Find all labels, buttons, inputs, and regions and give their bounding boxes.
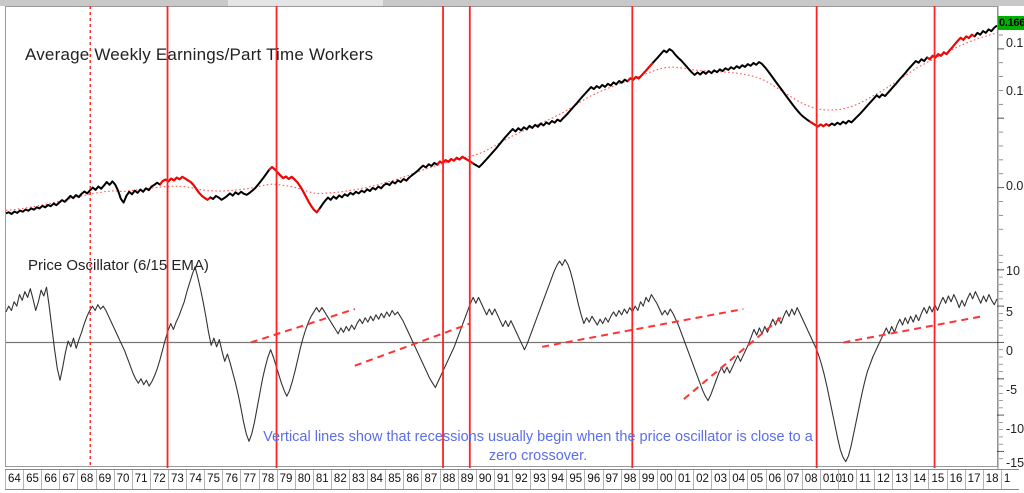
x-axis-tick-75[interactable]: 75 <box>204 470 222 489</box>
oscillator-panel-title: Price Oscillator (6/15 EMA) <box>28 257 209 274</box>
x-axis-tick-66[interactable]: 66 <box>41 470 59 489</box>
oscillator-line <box>5 259 998 463</box>
x-axis-tick-81[interactable]: 81 <box>312 470 331 489</box>
x-axis-tick-71[interactable]: 71 <box>131 470 150 489</box>
y-axis-tick-label: 0.05 <box>1006 179 1024 193</box>
window-chrome-tab <box>228 0 383 6</box>
x-axis-tick-17[interactable]: 17 <box>964 470 983 489</box>
x-axis-tick-13[interactable]: 13 <box>892 470 910 489</box>
x-axis-tick-05[interactable]: 05 <box>747 470 765 489</box>
x-axis-tick-88[interactable]: 88 <box>439 470 458 489</box>
x-axis-tick-80[interactable]: 80 <box>294 470 313 489</box>
x-axis-tick-08[interactable]: 08 <box>801 470 820 489</box>
trendline-2 <box>354 322 471 367</box>
x-axis-tick-95[interactable]: 95 <box>566 470 584 489</box>
x-axis-tick-11[interactable]: 11 <box>856 470 874 489</box>
x-axis-tick-87[interactable]: 87 <box>421 470 439 489</box>
x-axis-tick-15[interactable]: 15 <box>928 470 946 489</box>
x-axis-tick-78[interactable]: 78 <box>258 470 277 489</box>
x-axis-tick-89[interactable]: 89 <box>457 470 476 489</box>
x-axis-tick-70[interactable]: 70 <box>113 470 132 489</box>
price-panel-title: Average Weekly Earnings/Part Time Worker… <box>25 45 374 64</box>
x-axis-tick-68[interactable]: 68 <box>77 470 95 489</box>
x-axis-tick-84[interactable]: 84 <box>367 470 385 489</box>
chart-annotation: Vertical lines show that recessions usua… <box>263 429 813 464</box>
x-axis-tick-76[interactable]: 76 <box>222 470 240 489</box>
y-axis-tick-label: 10 <box>1006 264 1020 278</box>
trendline-4 <box>683 316 782 400</box>
x-axis-tick-91[interactable]: 91 <box>493 470 512 489</box>
x-axis-tick-03[interactable]: 03 <box>711 470 729 489</box>
x-axis-label-row[interactable]: 64 65 66 67 68 69 70 71 72 73 74 75 76 77 78 79 80 81 82 83… <box>5 469 1019 490</box>
price-recession-segment-2 <box>268 166 321 214</box>
x-axis-tick-98[interactable]: 98 <box>620 470 639 489</box>
x-axis-tick-1[interactable]: 1 <box>1000 470 1019 489</box>
x-axis-tick-94[interactable]: 94 <box>548 470 566 489</box>
x-axis-tick-77[interactable]: 77 <box>240 470 258 489</box>
plot-frame <box>5 6 998 467</box>
y-axis-tick-label: -15 <box>1006 456 1024 470</box>
x-axis-tick-06[interactable]: 06 <box>765 470 784 489</box>
x-axis-tick-16[interactable]: 16 <box>946 470 965 489</box>
x-axis-tick-04[interactable]: 04 <box>729 470 747 489</box>
x-axis-tick-10[interactable]: 10 <box>837 470 856 489</box>
y-axis-tick-label: 0 <box>1006 344 1013 358</box>
y-axis-tick-label: 0.15 <box>1006 36 1024 50</box>
x-axis-tick-02[interactable]: 02 <box>693 470 711 489</box>
y-axis-tick-label: 0.10 <box>1006 84 1024 98</box>
x-axis-tick-14[interactable]: 14 <box>910 470 928 489</box>
x-axis-tick-93[interactable]: 93 <box>530 470 548 489</box>
x-axis-tick-97[interactable]: 97 <box>602 470 621 489</box>
x-axis-tick-69[interactable]: 69 <box>95 470 114 489</box>
x-axis-tick-96[interactable]: 96 <box>584 470 602 489</box>
y-axis-tick-label: -5 <box>1006 383 1018 397</box>
x-axis-tick-79[interactable]: 79 <box>276 470 295 489</box>
x-axis-tick-86[interactable]: 86 <box>403 470 421 489</box>
x-axis-tick-82[interactable]: 82 <box>330 470 349 489</box>
x-axis-tick-72[interactable]: 72 <box>149 470 168 489</box>
price-recession-segment-4 <box>626 62 654 82</box>
x-axis-tick-010[interactable]: 010 <box>819 470 842 489</box>
current-price-badge: 0.1668 <box>998 16 1024 30</box>
trendline-1 <box>250 308 356 344</box>
trendline-3 <box>541 308 744 348</box>
x-axis-tick-12[interactable]: 12 <box>874 470 892 489</box>
x-axis-tick-67[interactable]: 67 <box>59 470 77 489</box>
window-chrome-bar <box>0 0 1024 6</box>
x-axis-tick-18[interactable]: 18 <box>982 470 1001 489</box>
x-axis-tick-01[interactable]: 01 <box>674 470 693 489</box>
x-axis-tick-65[interactable]: 65 <box>23 470 41 489</box>
x-axis-tick-85[interactable]: 85 <box>385 470 403 489</box>
x-axis-tick-73[interactable]: 73 <box>167 470 186 489</box>
x-axis-tick-92[interactable]: 92 <box>512 470 530 489</box>
y-axis-tick-label: -10 <box>1006 422 1024 436</box>
y-axis-tick-label: 5 <box>1006 305 1013 319</box>
x-axis-tick-07[interactable]: 07 <box>783 470 802 489</box>
x-axis-tick-83[interactable]: 83 <box>349 470 367 489</box>
price-recession-segment-5 <box>808 120 830 128</box>
x-axis-tick-74[interactable]: 74 <box>186 470 204 489</box>
x-axis-tick-00[interactable]: 00 <box>656 470 675 489</box>
x-axis-tick-99[interactable]: 99 <box>638 470 657 489</box>
x-axis-tick-90[interactable]: 90 <box>475 470 494 489</box>
x-axis-tick-64[interactable]: 64 <box>5 470 23 489</box>
